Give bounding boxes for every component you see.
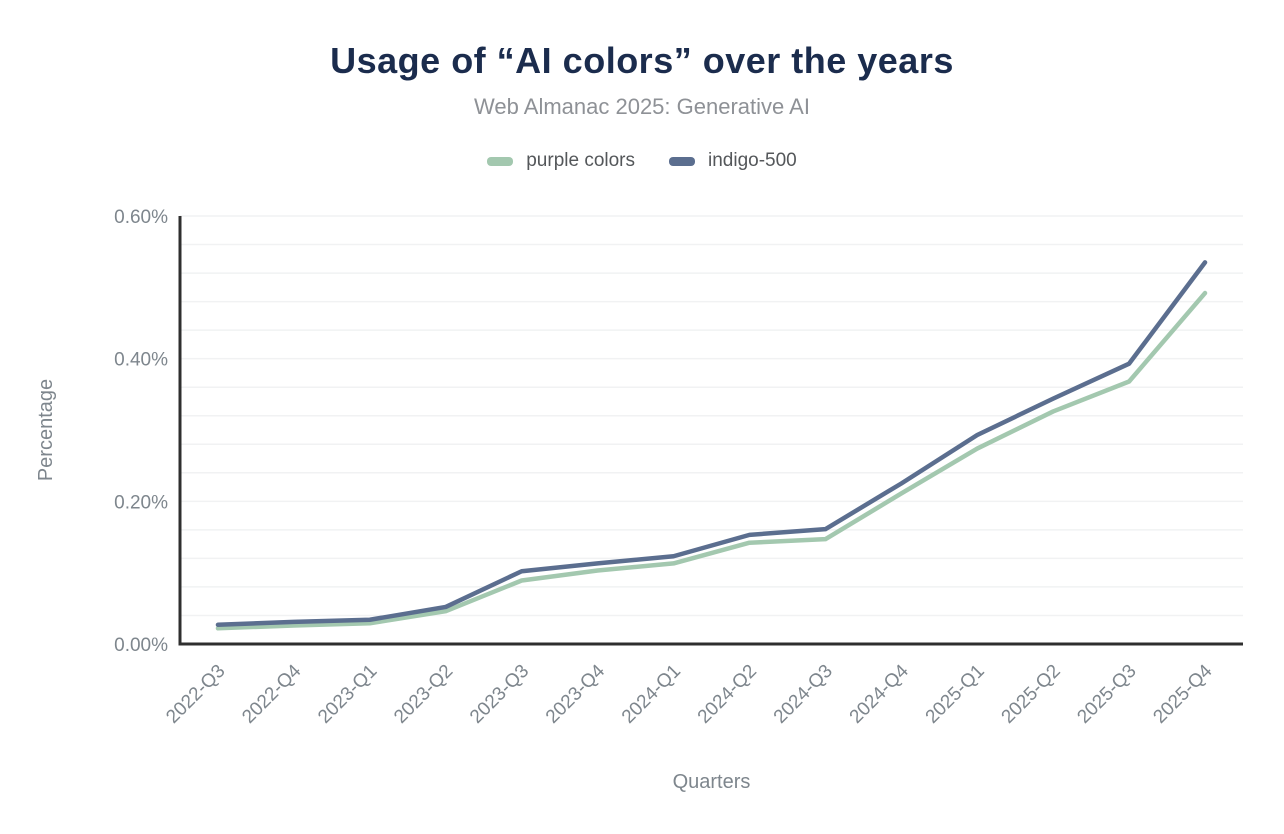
x-tick-label: 2024-Q4 bbox=[846, 660, 913, 727]
x-tick-label: 2023-Q3 bbox=[466, 661, 533, 728]
x-tick-label: 2025-Q2 bbox=[998, 661, 1065, 728]
y-tick-label: 0.20% bbox=[114, 492, 168, 513]
legend-swatch-indigo-500 bbox=[669, 156, 696, 166]
chart-subtitle: Web Almanac 2025: Generative AI bbox=[474, 94, 810, 119]
x-tick-label: 2025-Q1 bbox=[922, 661, 989, 728]
legend-swatch-purple-colors bbox=[487, 156, 514, 166]
x-tick-label: 2022-Q4 bbox=[238, 660, 305, 727]
legend-item-purple-colors[interactable]: purple colors bbox=[487, 150, 635, 172]
x-tick-label: 2025-Q3 bbox=[1074, 661, 1141, 728]
legend-item-indigo-500[interactable]: indigo-500 bbox=[669, 150, 797, 172]
x-tick-label: 2023-Q4 bbox=[542, 660, 609, 727]
legend: purple colors indigo-500 bbox=[0, 150, 1284, 172]
x-tick-label: 2024-Q2 bbox=[694, 661, 761, 728]
legend-label-purple-colors: purple colors bbox=[526, 150, 636, 171]
x-tick-label: 2023-Q1 bbox=[314, 661, 381, 728]
x-axis-title: Quarters bbox=[673, 771, 751, 793]
x-tick-label: 2024-Q1 bbox=[618, 661, 685, 728]
x-tick-label: 2023-Q2 bbox=[390, 661, 457, 728]
series-line-purple-colors bbox=[215, 290, 1208, 631]
legend-label-indigo-500: indigo-500 bbox=[708, 150, 797, 171]
series-line-indigo-500 bbox=[215, 260, 1208, 627]
y-tick-label: 0.00% bbox=[114, 635, 168, 656]
x-tick-label: 2024-Q3 bbox=[770, 661, 837, 728]
y-axis-title: Percentage bbox=[35, 379, 57, 481]
y-tick-label: 0.40% bbox=[114, 350, 168, 371]
x-tick-label: 2022-Q3 bbox=[162, 661, 229, 728]
chart-title: Usage of “AI colors” over the years bbox=[330, 40, 954, 81]
y-tick-label: 0.60% bbox=[114, 207, 168, 228]
x-tick-label: 2025-Q4 bbox=[1149, 660, 1216, 727]
